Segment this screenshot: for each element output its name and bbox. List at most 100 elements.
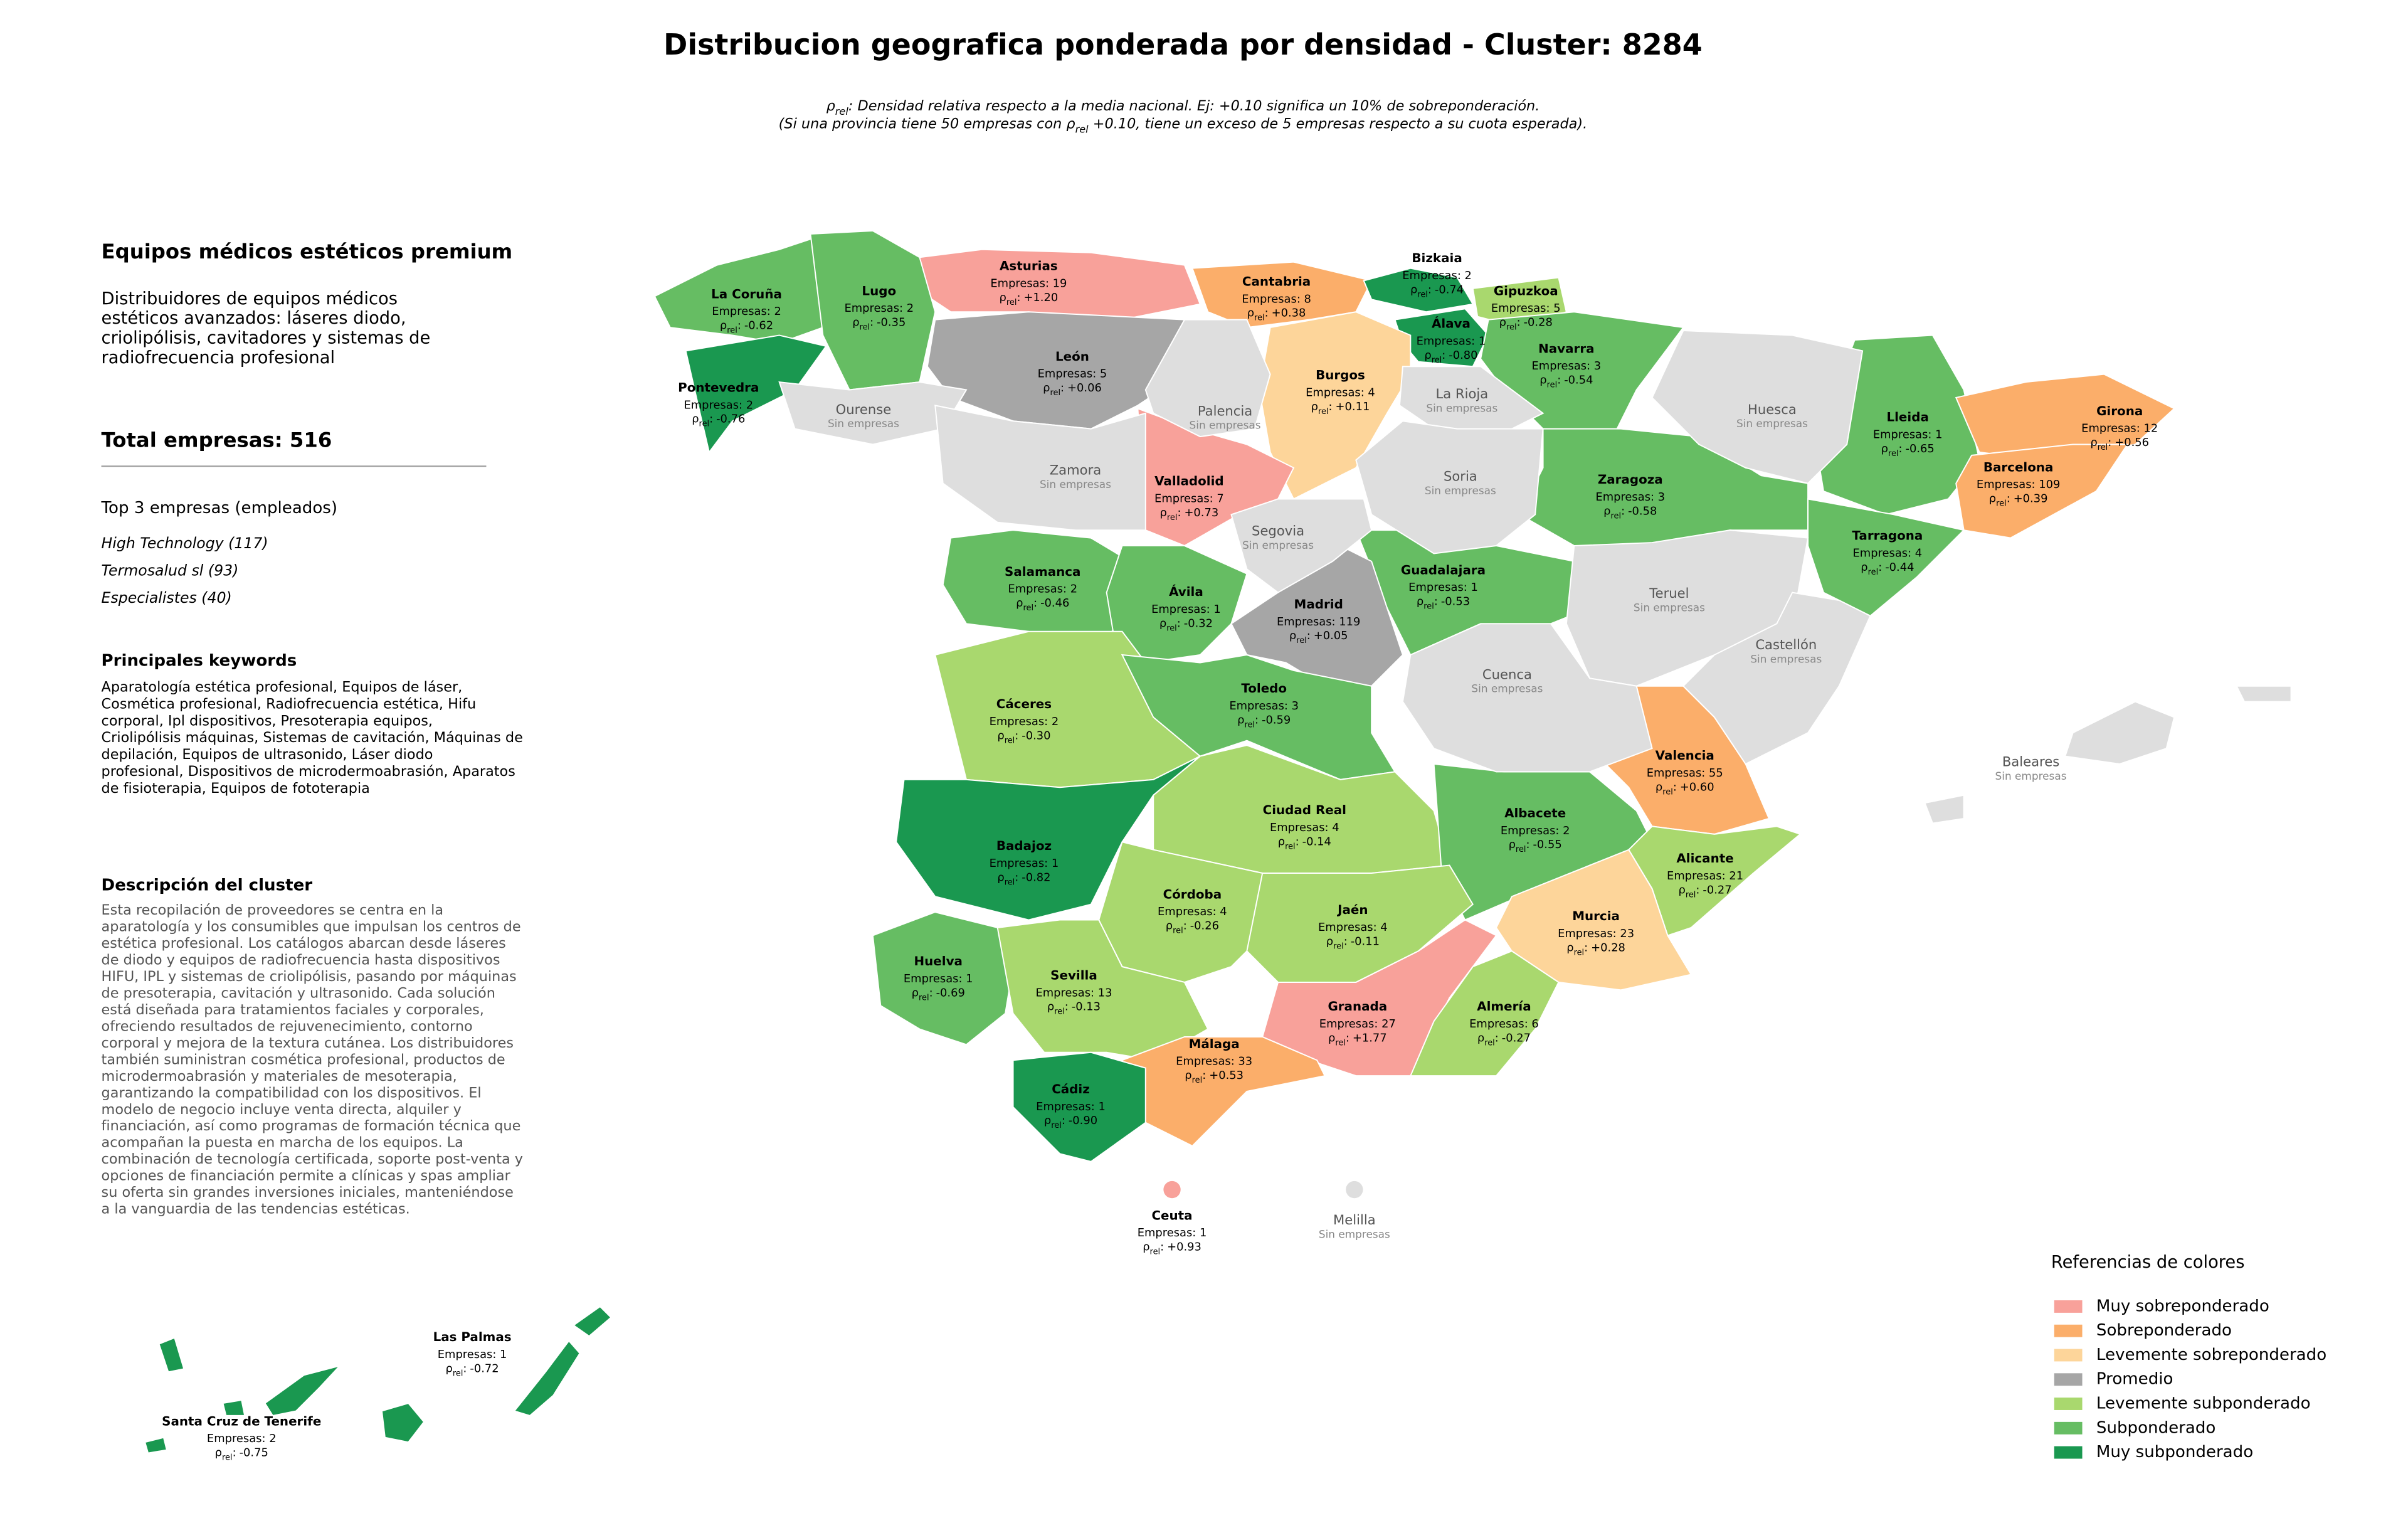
rho-symbol: ρ	[1566, 941, 1573, 954]
province-count: Empresas: 21	[1667, 869, 1743, 883]
keyword-line: corporal, Ipl dispositivos, Presoterapia…	[102, 713, 433, 729]
province	[1402, 623, 1653, 773]
province-rho: ρrel: -0.46	[1016, 597, 1069, 613]
rho-value: -0.28	[1524, 316, 1553, 329]
province	[1144, 319, 1271, 438]
rho-subscript: rel	[1167, 513, 1178, 523]
keyword-line: de fisioterapia, Equipos de fototerapia	[102, 780, 370, 797]
rho-subscript: rel	[1318, 407, 1329, 416]
description-line: opciones de financiación permite a clíni…	[102, 1168, 511, 1184]
keyword-line: Cosmética profesional, Radiofrecuencia e…	[102, 696, 477, 713]
province-count: Empresas: 5	[1038, 368, 1107, 381]
rho-symbol: ρ	[1047, 1000, 1054, 1014]
rho-symbol: ρ	[720, 319, 727, 332]
rho-separator: :	[1584, 941, 1588, 954]
rho-subscript: rel	[1516, 845, 1526, 854]
rho-separator: :	[1015, 729, 1018, 742]
province-rho: ρrel: -0.58	[1603, 504, 1657, 521]
top-heading: Top 3 empresas (empleados)	[101, 499, 338, 517]
no-data-label: Sin empresas	[1190, 419, 1261, 432]
summary-line: criolipólisis, cavitadores y sistemas de	[102, 328, 431, 348]
rho-subscript: rel	[1547, 381, 1558, 390]
rho-subscript: rel	[1150, 1247, 1161, 1256]
summary-line: estéticos avanzados: láseres diodo,	[102, 309, 406, 328]
province-rho: ρrel: +1.20	[1000, 291, 1059, 307]
keyword-line: depilación, Equipos de ultrasonido, Láse…	[102, 746, 433, 763]
provinces	[144, 230, 2292, 1454]
rho-subscript: rel	[1254, 314, 1265, 323]
rho-subscript: rel	[1006, 298, 1017, 307]
province-rho: ρrel: +0.11	[1311, 400, 1370, 416]
enclave	[1346, 1180, 1363, 1199]
province-name: Ourense	[836, 401, 892, 417]
province-rho: ρrel: -0.53	[1417, 595, 1470, 612]
description-line: su oferta sin grandes inversiones inicia…	[102, 1184, 514, 1201]
province	[1230, 498, 1373, 593]
rho-value: -0.32	[1184, 617, 1213, 630]
rho-value: +0.39	[2014, 492, 2048, 505]
rho-subscript: rel	[2098, 443, 2108, 452]
no-data-label: Sin empresas	[828, 417, 899, 430]
rho-value: -0.62	[744, 319, 773, 332]
no-data-label: Sin empresas	[1471, 682, 1543, 695]
rho-symbol: ρ	[1326, 935, 1333, 948]
rho-separator: :	[709, 413, 713, 426]
province-name: Tarragona	[1852, 529, 1923, 543]
no-data-label: Sin empresas	[1040, 478, 1111, 491]
province-rho: ρrel: +0.38	[1247, 307, 1306, 323]
rho-separator: :	[1517, 316, 1521, 329]
no-data-label: Sin empresas	[1750, 652, 1822, 665]
province-name: Baleares	[2002, 754, 2059, 770]
rho-separator: :	[1307, 629, 1311, 642]
rho-separator: :	[233, 1446, 236, 1460]
province	[1259, 311, 1412, 500]
rho-value: -0.27	[1703, 883, 1731, 896]
rho-symbol: ρ	[1311, 400, 1318, 413]
description-line: a la vanguardia de las tendencias estéti…	[102, 1201, 410, 1218]
rho-value: -0.46	[1040, 597, 1069, 610]
rho-separator: :	[1255, 713, 1259, 726]
rho-symbol: ρ	[1185, 1069, 1191, 1082]
rho-symbol: ρ	[1160, 506, 1167, 519]
sidebar-title: Equipos médicos estéticos premium	[102, 240, 513, 263]
rho-symbol: ρ	[1278, 835, 1285, 848]
rho-value: -0.72	[470, 1362, 499, 1375]
province	[2064, 701, 2175, 765]
province-count: Empresas: 119	[1277, 615, 1360, 629]
province-name: Soria	[1444, 469, 1477, 484]
province	[810, 230, 936, 391]
province-count: Empresas: 1	[438, 1348, 507, 1361]
rho-separator: :	[1346, 1031, 1349, 1044]
rho-value: -0.44	[1885, 561, 1914, 574]
province	[1106, 545, 1248, 664]
rho-subscript: rel	[1005, 736, 1015, 745]
no-data-label: Sin empresas	[1425, 484, 1496, 497]
province	[872, 911, 1014, 1046]
province-count: Empresas: 2	[1402, 269, 1472, 282]
summary-line: radiofrecuencia profesional	[102, 348, 335, 368]
rho-subscript: rel	[1054, 1007, 1065, 1017]
title: Distribucion geografica ponderada por de…	[663, 28, 1703, 61]
rho-subscript: rel	[1417, 290, 1428, 299]
rho-separator: :	[1434, 595, 1438, 608]
province	[1121, 654, 1397, 780]
province-count: Empresas: 12	[2081, 422, 2158, 435]
province-name: Huelva	[914, 954, 963, 968]
province-count: Empresas: 13	[1035, 986, 1112, 999]
rho-value: +0.73	[1184, 506, 1218, 519]
rho-value: -0.58	[1628, 504, 1657, 517]
description-line: estética profesional. Los catálogos abar…	[102, 935, 506, 952]
description-line: microdermoabrasión y materiales de mesot…	[102, 1068, 457, 1085]
description-line: HIFU, IPL y sistemas de criolipólisis, p…	[102, 968, 517, 985]
province-name: Ceuta	[1151, 1208, 1192, 1223]
legend-swatch	[2054, 1349, 2083, 1362]
rho-subscript: rel	[727, 326, 737, 336]
rho-separator: :	[2108, 436, 2111, 449]
rho-value: -0.13	[1072, 1000, 1101, 1014]
rho-symbol: ρ	[1000, 291, 1006, 304]
rho-subscript: rel	[1888, 449, 1899, 459]
rho-separator: :	[1183, 919, 1187, 932]
rho-separator: :	[1344, 935, 1348, 948]
province-name: Teruel	[1649, 585, 1689, 601]
province-count: Empresas: 3	[1595, 491, 1665, 504]
